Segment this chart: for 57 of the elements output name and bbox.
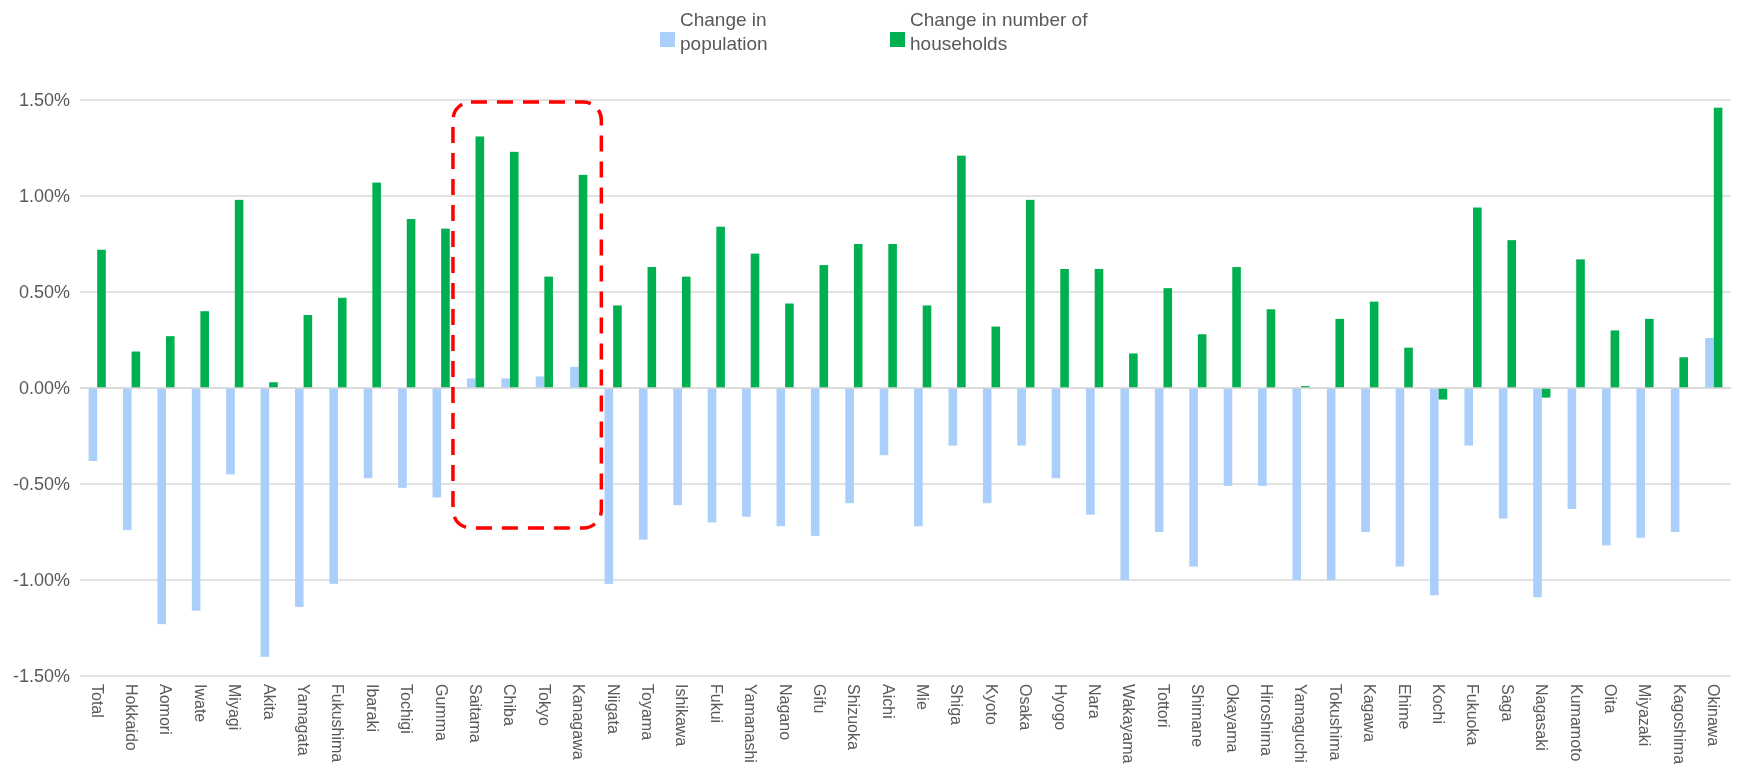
y-tick-label: -1.00%	[12, 570, 70, 591]
x-tick-label: Aichi	[879, 684, 897, 719]
x-tick-label: Ibaraki	[363, 684, 381, 733]
x-tick-label: Yamanashi	[742, 684, 760, 763]
x-tick-label: Fukuoka	[1464, 684, 1482, 746]
x-tick-label: Mie	[914, 684, 932, 710]
legend-label: Change in number of households	[910, 9, 1089, 54]
x-tick-label: Gumma	[432, 684, 450, 741]
x-tick-label: Tochigi	[398, 684, 416, 734]
x-tick-label: Shizuoka	[845, 684, 863, 750]
y-tick-label: 0.00%	[18, 378, 70, 399]
x-tick-label: Osaka	[1017, 684, 1035, 731]
x-tick-label: Kumamoto	[1567, 684, 1585, 762]
x-tick-label: Miyagi	[226, 684, 244, 731]
x-tick-label: Saga	[1498, 684, 1516, 722]
x-tick-label: Shiga	[948, 684, 966, 726]
x-tick-label: Niigata	[604, 684, 622, 734]
x-tick-label: Kagoshima	[1670, 684, 1688, 765]
x-tick-label: Oita	[1602, 684, 1620, 714]
x-tick-label: Total	[88, 684, 106, 718]
x-tick-label: Nara	[1086, 684, 1104, 719]
x-tick-label: Tottori	[1154, 684, 1172, 728]
x-tick-label: Miyazaki	[1636, 684, 1654, 747]
x-tick-label: Kyoto	[982, 684, 1000, 726]
x-tick-label: Hiroshima	[1258, 684, 1276, 757]
x-tick-label: Tokyo	[535, 684, 553, 726]
x-tick-label: Aomori	[157, 684, 175, 735]
legend-label: Change in population	[680, 9, 768, 54]
y-tick-label: 1.00%	[18, 186, 70, 207]
x-tick-label: Fukui	[707, 684, 725, 724]
y-tick-label: 0.50%	[18, 282, 70, 303]
x-tick-label: Ishikawa	[673, 684, 691, 747]
x-tick-label: Gifu	[810, 684, 828, 714]
x-tick-label: Kagawa	[1361, 684, 1379, 742]
x-tick-label: Iwate	[191, 684, 209, 723]
x-tick-label: Yamagata	[294, 684, 312, 756]
x-tick-label: Shimane	[1189, 684, 1207, 748]
y-tick-label: -1.50%	[12, 666, 70, 687]
x-tick-label: Hokkaido	[122, 684, 140, 751]
x-tick-label: Kochi	[1430, 684, 1448, 725]
x-tick-label: Okinawa	[1705, 684, 1723, 747]
y-tick-label: 1.50%	[18, 90, 70, 111]
x-tick-label: Nagano	[776, 684, 794, 741]
x-tick-label: Chiba	[501, 684, 519, 726]
x-tick-label: Saitama	[466, 684, 484, 743]
x-tick-label: Nagasaki	[1533, 684, 1551, 751]
x-tick-label: Okayama	[1223, 684, 1241, 753]
x-tick-label: Tokushima	[1326, 684, 1344, 761]
x-tick-label: Wakayama	[1120, 684, 1138, 764]
x-tick-label: Kanagawa	[570, 684, 588, 760]
x-tick-label: Toyama	[638, 684, 656, 741]
x-tick-label: Hyogo	[1051, 684, 1069, 731]
x-tick-label: Akita	[260, 684, 278, 720]
y-tick-label: -0.50%	[12, 474, 70, 495]
x-tick-label: Yamaguchi	[1292, 684, 1310, 763]
x-tick-label: Ehime	[1395, 684, 1413, 730]
x-tick-label: Fukushima	[329, 684, 347, 763]
